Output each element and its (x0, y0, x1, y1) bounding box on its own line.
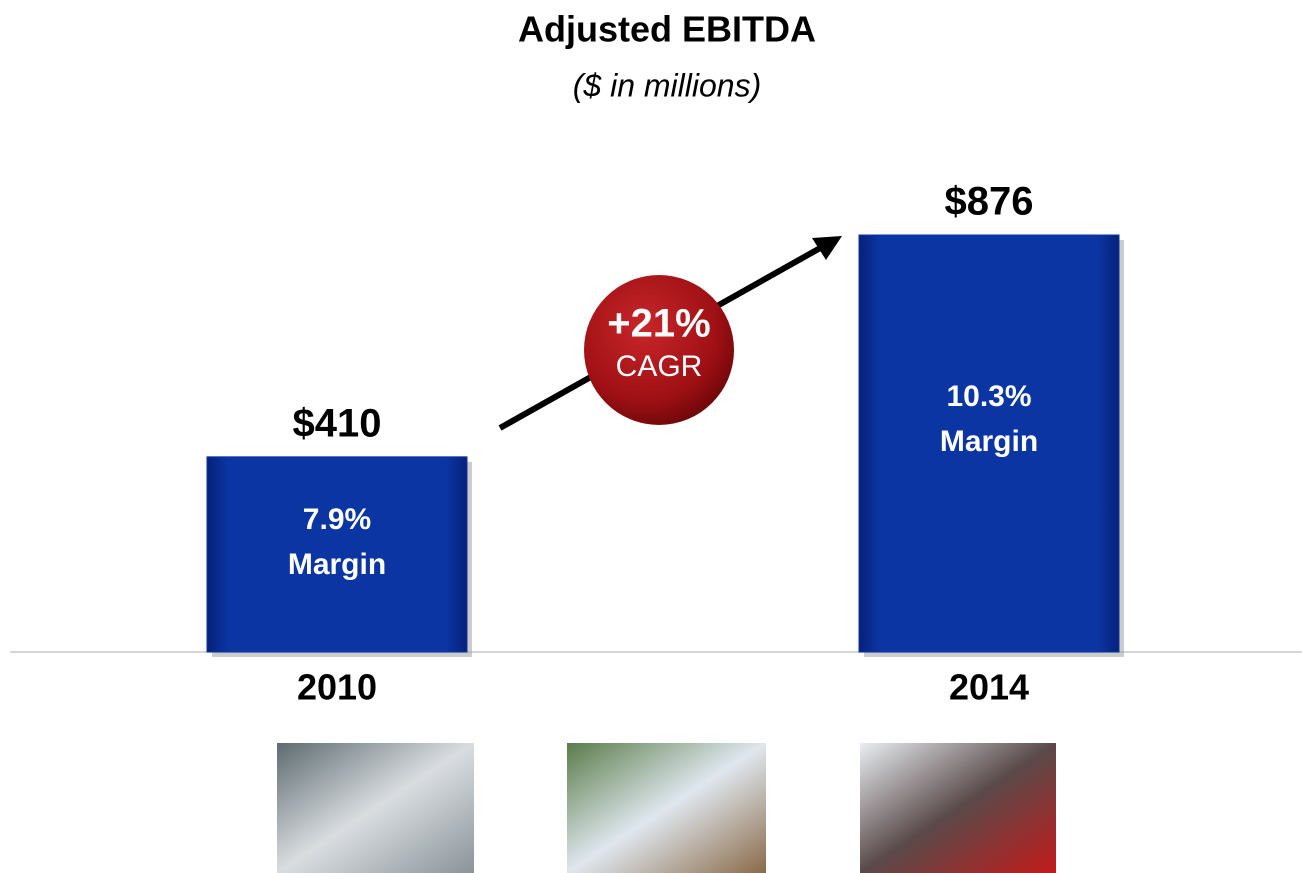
cagr-value: +21% (607, 302, 710, 346)
value-label: $410 (293, 401, 382, 445)
bar (206, 456, 468, 653)
bar (858, 234, 1120, 653)
cagr-badge (584, 275, 734, 425)
x-tick-label: 2014 (949, 667, 1029, 708)
chart-subtitle: ($ in millions) (573, 67, 761, 103)
bar-inner-label: 7.9% (303, 503, 371, 536)
bar-inner-label: Margin (940, 425, 1038, 458)
bar-inner-label: Margin (288, 548, 386, 581)
bar-inner-label: 10.3% (946, 380, 1031, 413)
photo (567, 743, 766, 873)
photo (277, 743, 474, 873)
value-label: $876 (945, 180, 1034, 224)
cagr-label: CAGR (616, 350, 703, 383)
photo (860, 743, 1056, 873)
x-tick-label: 2010 (297, 667, 377, 708)
chart-title: Adjusted EBITDA (518, 9, 816, 50)
arrow-head (812, 236, 842, 260)
